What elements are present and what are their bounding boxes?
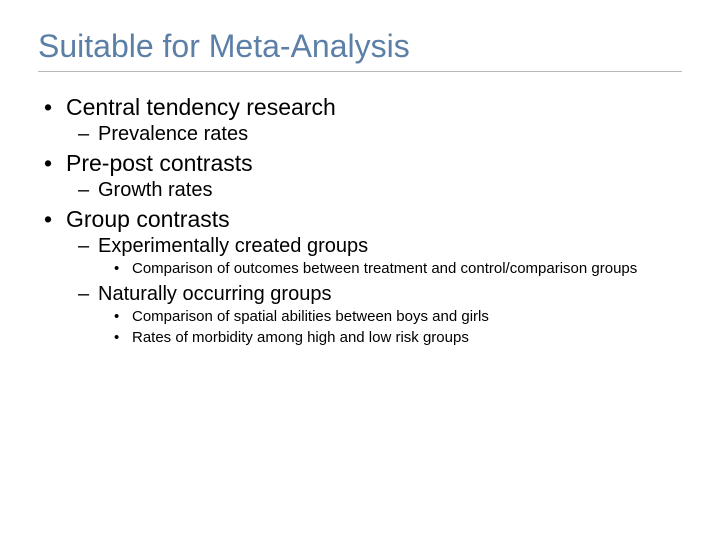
dash-icon: – [78, 235, 98, 258]
bullet-icon: • [44, 150, 66, 177]
dash-icon: – [78, 123, 98, 146]
list-item-text: Comparison of outcomes between treatment… [132, 260, 637, 279]
list-item-text: Prevalence rates [98, 123, 248, 146]
bullet-icon: • [44, 94, 66, 121]
list-item: – Prevalence rates [78, 123, 682, 146]
list-item-text: Rates of morbidity among high and low ri… [132, 329, 469, 348]
bullet-icon: • [114, 260, 132, 279]
list-item: • Comparison of spatial abilities betwee… [114, 308, 682, 327]
list-item: • Rates of morbidity among high and low … [114, 329, 682, 348]
list-item: • Comparison of outcomes between treatme… [114, 260, 682, 279]
list-item-text: Pre-post contrasts [66, 150, 253, 177]
list-item-text: Growth rates [98, 179, 212, 202]
bullet-icon: • [114, 329, 132, 348]
list-item-text: Comparison of spatial abilities between … [132, 308, 489, 327]
list-item-text: Naturally occurring groups [98, 283, 331, 306]
list-item: – Naturally occurring groups • Compariso… [78, 283, 682, 348]
bullet-list: • Central tendency research – Prevalence… [38, 94, 682, 347]
dash-icon: – [78, 283, 98, 306]
dash-icon: – [78, 179, 98, 202]
list-item: • Group contrasts – Experimentally creat… [38, 206, 682, 347]
list-item: • Central tendency research – Prevalence… [38, 94, 682, 146]
list-item-text: Group contrasts [66, 206, 230, 233]
slide-title: Suitable for Meta-Analysis [38, 28, 682, 72]
list-item: – Experimentally created groups • Compar… [78, 235, 682, 279]
list-item-text: Experimentally created groups [98, 235, 368, 258]
list-item-text: Central tendency research [66, 94, 336, 121]
bullet-icon: • [44, 206, 66, 233]
list-item: – Growth rates [78, 179, 682, 202]
bullet-icon: • [114, 308, 132, 327]
list-item: • Pre-post contrasts – Growth rates [38, 150, 682, 202]
